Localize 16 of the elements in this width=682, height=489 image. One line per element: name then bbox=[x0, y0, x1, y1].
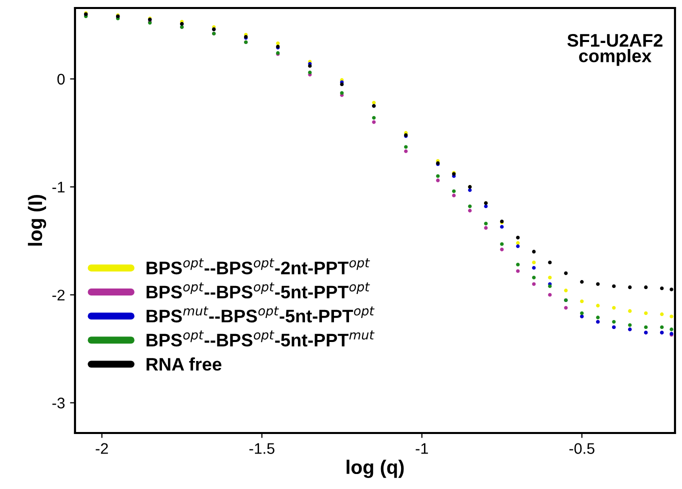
legend-label: BPS$^{opt}$--BPS$^{opt}$-5nt-PPT$^{mut}$ bbox=[146, 330, 375, 347]
y-tick-label: -3 bbox=[52, 398, 65, 408]
x-tick-label: -0.5 bbox=[569, 443, 594, 454]
x-tick-label: -1.5 bbox=[249, 443, 274, 454]
legend-label: BPS$^{mut}$--BPS$^{opt}$-5nt-PPT$^{opt}$ bbox=[146, 306, 375, 322]
y-axis-title: log (I) bbox=[28, 195, 46, 246]
x-tick-label: -2 bbox=[96, 443, 108, 454]
x-axis-title: log (q) bbox=[346, 460, 404, 478]
annotation: SF1-U2AF2 complex bbox=[567, 34, 662, 66]
y-tick-label: -2 bbox=[52, 290, 65, 300]
legend-label: BPS$^{opt}$--BPS$^{opt}$-2nt-PPT$^{opt}$ bbox=[146, 258, 370, 274]
legend-label: BPS$^{opt}$--BPS$^{opt}$-5nt-PPT$^{opt}$ bbox=[146, 282, 370, 298]
y-tick-label: -1 bbox=[52, 182, 65, 192]
y-tick-label: 0 bbox=[57, 74, 65, 85]
x-tick-label: -1 bbox=[416, 443, 428, 454]
legend-label: RNA free bbox=[146, 357, 222, 371]
